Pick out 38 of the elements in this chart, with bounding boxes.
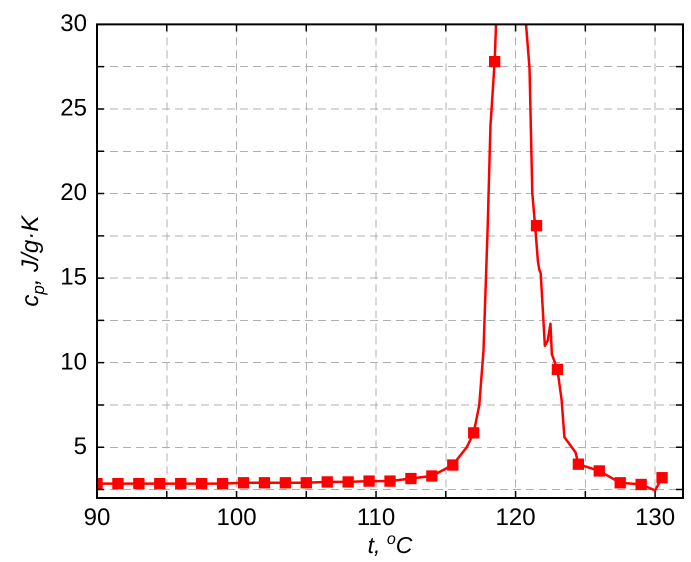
y-tick-label: 20 [60, 179, 87, 206]
point [405, 472, 417, 484]
point [322, 476, 333, 488]
point [342, 476, 354, 488]
point [426, 470, 438, 482]
point [656, 472, 668, 484]
y-tick-label: 10 [60, 348, 87, 376]
x-tick-label: 130 [635, 504, 676, 532]
point [572, 458, 584, 470]
point [175, 478, 186, 490]
point [133, 478, 145, 490]
point [112, 478, 124, 490]
point [594, 465, 605, 477]
point [447, 459, 458, 471]
point [488, 56, 500, 68]
point [363, 475, 375, 487]
point [468, 427, 480, 439]
point [552, 364, 564, 376]
point [384, 475, 396, 487]
y-tick-label: 30 [60, 10, 87, 38]
point [614, 477, 626, 488]
point [300, 477, 312, 488]
y-tick-label: 25 [60, 94, 87, 122]
y-axis-title: cp, J/g·K [17, 214, 48, 307]
x-tick-label: 90 [84, 504, 110, 532]
point [280, 477, 292, 488]
y-tick-label: 15 [60, 264, 87, 291]
point [238, 477, 250, 488]
point [216, 478, 228, 490]
x-tick-label: 100 [216, 504, 257, 532]
x-tick-label: 120 [496, 504, 536, 532]
point [196, 478, 208, 490]
point [154, 478, 166, 490]
point [530, 220, 542, 232]
point [635, 478, 647, 490]
point [258, 477, 270, 488]
y-tick-label: 5 [74, 432, 87, 460]
x-tick-label: 110 [356, 504, 396, 532]
